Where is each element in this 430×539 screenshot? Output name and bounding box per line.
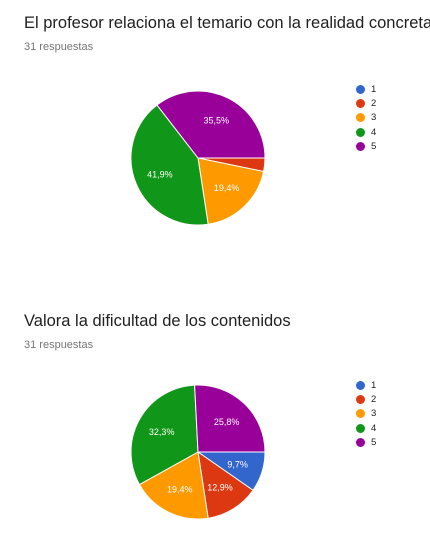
pie-slice-label: 19,4%	[167, 484, 193, 494]
legend-item-4: 4	[356, 125, 376, 139]
question-title: Valora la dificultad de los contenidos	[24, 312, 291, 330]
legend-item-2: 2	[356, 96, 376, 110]
pie-slice-label: 32,3%	[149, 427, 175, 437]
response-count: 31 respuestas	[24, 41, 94, 53]
chart-legend: 1 2 3 4 5	[356, 82, 376, 154]
question-block: Valora la dificultad de los contenidos 3…	[0, 298, 430, 539]
legend-item-4: 4	[356, 421, 376, 435]
pie-slice-3	[138, 451, 209, 520]
legend-label: 3	[371, 408, 377, 420]
pie-slice-4	[130, 384, 199, 486]
legend-item-5: 5	[356, 140, 376, 154]
pie-slice-label: 12,9%	[207, 482, 233, 492]
legend-swatch	[356, 380, 365, 390]
legend-item-1: 1	[356, 378, 376, 392]
legend-item-1: 1	[356, 82, 376, 96]
legend-item-5: 5	[356, 436, 376, 450]
legend-label: 5	[371, 437, 377, 449]
legend-swatch	[356, 84, 365, 94]
legend-item-2: 2	[356, 392, 376, 406]
response-count: 31 respuestas	[24, 339, 94, 351]
pie-slice-3	[197, 157, 265, 225]
legend-swatch	[356, 113, 365, 123]
pie-slice-4	[130, 104, 209, 226]
legend-swatch	[356, 142, 365, 152]
legend-swatch	[356, 127, 365, 137]
pie-chart: 9,7% 12,9% 19,4% 32,3% 25,8%	[130, 384, 266, 520]
legend-label: 1	[371, 83, 377, 95]
legend-label: 2	[371, 98, 377, 110]
legend-label: 2	[371, 394, 377, 406]
question-title: El profesor relaciona el temario con la …	[24, 14, 430, 32]
legend-label: 1	[371, 379, 377, 391]
pie-chart: 19,4% 41,9% 35,5%	[130, 90, 266, 226]
pie-slice-label: 25,8%	[214, 417, 240, 427]
pie-slice-label: 9,7%	[227, 459, 248, 469]
legend-swatch	[356, 438, 365, 448]
legend-item-3: 3	[356, 407, 376, 421]
legend-swatch	[356, 395, 365, 405]
legend-label: 5	[371, 141, 377, 153]
pie-slice-5	[194, 384, 266, 453]
pie-slice-label: 35,5%	[204, 116, 230, 126]
legend-swatch	[356, 423, 365, 433]
pie-slice-label: 41,9%	[147, 169, 173, 179]
pie-slice-5	[156, 90, 266, 159]
legend-label: 4	[371, 126, 377, 138]
chart-legend: 1 2 3 4 5	[356, 378, 376, 450]
question-block: El profesor relaciona el temario con la …	[24, 14, 430, 226]
legend-swatch	[356, 409, 365, 419]
legend-label: 3	[371, 112, 377, 124]
legend-item-3: 3	[356, 111, 376, 125]
pie-slice-label: 19,4%	[214, 183, 240, 193]
legend-swatch	[356, 99, 365, 109]
legend-label: 4	[371, 422, 377, 434]
